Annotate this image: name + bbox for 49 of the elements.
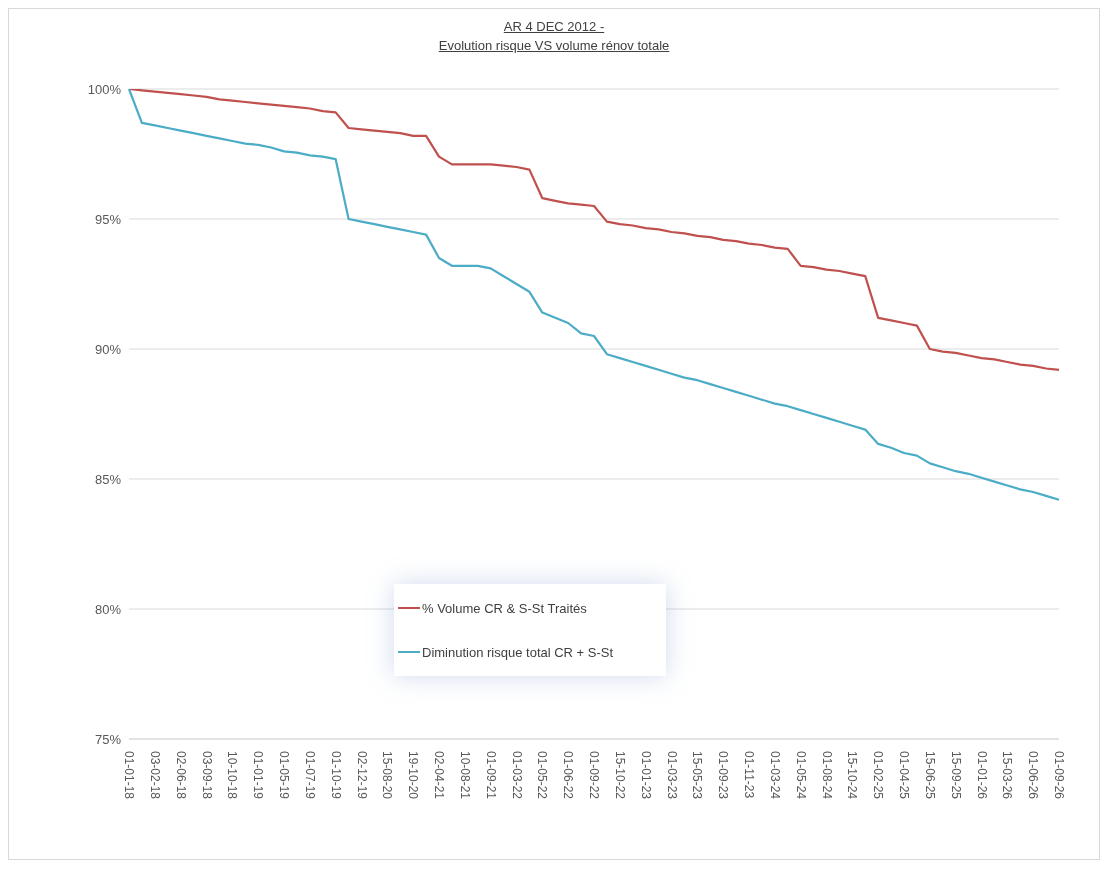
y-tick-label: 75%	[94, 731, 122, 747]
x-tick-label: 02-12-19	[354, 751, 369, 800]
x-tick-label: 01-06-26	[1026, 751, 1041, 800]
x-tick-label: 01-09-23	[716, 751, 731, 800]
legend-label: Diminution risque total CR + S-St	[422, 644, 614, 660]
x-tick-label: 01-09-21	[483, 751, 498, 800]
x-tick-label: 01-01-18	[122, 751, 136, 800]
line-series	[127, 89, 1061, 501]
line-series	[127, 89, 1061, 371]
x-tick-label: 10-10-18	[225, 751, 240, 800]
x-tick-label: 03-09-18	[199, 751, 214, 800]
x-tick-label: 01-09-26	[1052, 751, 1066, 800]
x-tick-label: 15-05-23	[690, 751, 705, 800]
x-tick-label: 01-03-22	[509, 751, 524, 800]
x-tick-label: 15-08-20	[380, 751, 395, 800]
y-tick-label: 90%	[94, 341, 122, 357]
x-tick-label: 01-08-24	[819, 751, 834, 800]
legend-label: % Volume CR & S-St Traités	[422, 600, 587, 616]
x-tick-label: 01-02-25	[871, 751, 886, 800]
x-tick-label: 01-01-19	[251, 751, 266, 800]
y-tick-label: 85%	[94, 471, 122, 487]
y-tick-label: 80%	[94, 601, 122, 617]
chart-subtitle: Evolution risque VS volume rénov totale	[438, 38, 670, 53]
x-tick-label: 01-05-19	[277, 751, 291, 800]
x-tick-label: 01-05-24	[793, 751, 808, 800]
x-tick-label: 02-04-21	[432, 751, 446, 800]
x-tick-label: 03-02-18	[147, 751, 162, 800]
x-tick-label: 01-11-23	[742, 751, 756, 799]
x-tick-label: 19-10-20	[406, 751, 421, 800]
x-tick-label: 01-01-26	[974, 751, 989, 800]
x-tick-label: 01-07-19	[302, 751, 317, 800]
x-tick-label: 15-09-25	[948, 751, 963, 800]
y-tick-label: 95%	[94, 211, 122, 227]
x-tick-label: 01-01-23	[638, 751, 653, 800]
x-tick-label: 01-04-25	[897, 751, 911, 800]
x-tick-label: 01-03-23	[664, 751, 679, 800]
x-tick-label: 01-03-24	[767, 751, 782, 800]
x-tick-label: 01-05-22	[535, 751, 550, 800]
x-tick-label: 10-08-21	[457, 751, 472, 800]
y-tick-label: 100%	[87, 81, 122, 97]
x-tick-label: 15-10-24	[845, 751, 860, 800]
x-tick-label: 15-06-25	[922, 751, 937, 800]
x-tick-label: 01-09-22	[587, 751, 601, 800]
x-tick-label: 02-06-18	[173, 751, 188, 800]
chart-title: AR 4 DEC 2012 -	[503, 19, 605, 34]
x-tick-label: 01-10-19	[328, 751, 343, 800]
x-tick-label: 15-03-26	[1000, 751, 1015, 800]
x-tick-label: 01-06-22	[561, 751, 576, 800]
x-tick-label: 15-10-22	[612, 751, 627, 800]
